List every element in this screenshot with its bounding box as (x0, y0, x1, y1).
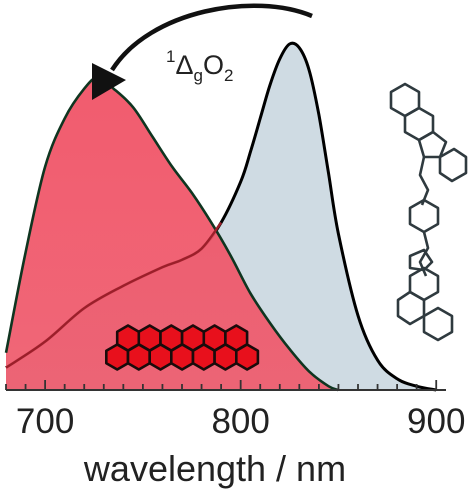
hexagon-ring (170, 343, 195, 371)
singlet-oxygen-label: 1ΔgO2 (166, 47, 233, 85)
hexagon-ring (148, 343, 173, 371)
hexagon-ring (213, 343, 238, 371)
red-spectrum-area (6, 77, 339, 390)
hexagon-ring (191, 343, 216, 371)
hexagon-molecule-icon (105, 324, 260, 371)
x-axis (5, 380, 446, 391)
hexagon-ring (126, 343, 151, 371)
x-axis-label: wavelength / nm (83, 448, 346, 489)
x-tick-labels: 700 800 900 (16, 402, 466, 441)
hexagon-ring (235, 343, 260, 371)
oligomer-molecule-icon (389, 82, 468, 342)
x-tick-label: 800 (211, 402, 269, 441)
spectra-layer (4, 41, 437, 392)
x-tick-label: 700 (16, 402, 74, 441)
x-tick-label: 900 (407, 402, 465, 441)
hexagon-ring (105, 343, 130, 371)
red-spectrum-line (4, 76, 339, 392)
blue-spectrum-overlap-line (5, 221, 223, 369)
energy-transfer-arrow (92, 3, 313, 100)
